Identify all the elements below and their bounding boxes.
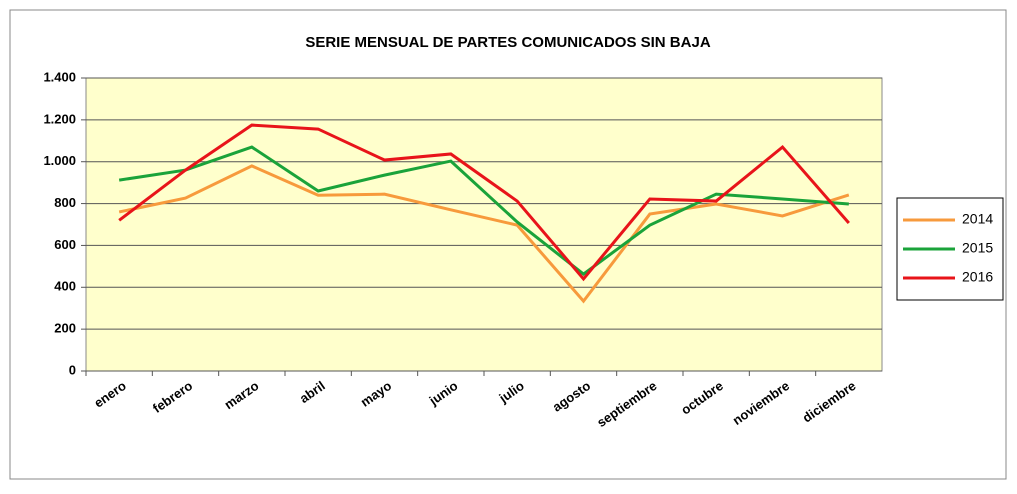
series-line (118, 145, 849, 276)
legend-label: 2014 (962, 211, 993, 227)
y-tick-label: 1.200 (43, 111, 76, 126)
plot-area (85, 77, 883, 372)
series-line (118, 164, 850, 304)
chart-title: SERIE MENSUAL DE PARTES COMUNICADOS SIN … (305, 34, 710, 51)
y-tick-label: 600 (54, 237, 76, 252)
legend-label: 2015 (962, 240, 993, 256)
y-tick-label: 800 (54, 195, 76, 210)
y-tick-label: 1.000 (43, 153, 76, 168)
legend-label: 2016 (962, 269, 993, 285)
y-tick-label: 200 (54, 321, 76, 336)
y-tick-label: 400 (54, 279, 76, 294)
series-line (118, 123, 850, 282)
y-tick-label: 1.400 (43, 69, 76, 84)
y-tick-label: 0 (69, 362, 76, 377)
